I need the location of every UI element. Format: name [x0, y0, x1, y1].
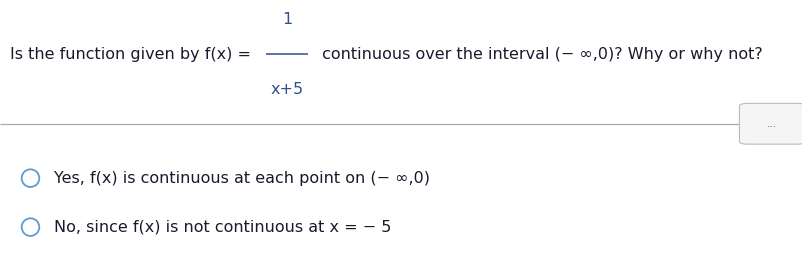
- Text: x+5: x+5: [270, 82, 304, 97]
- Text: Yes, f(x) is continuous at each point on (− ∞,0): Yes, f(x) is continuous at each point on…: [54, 171, 430, 186]
- Text: No, since f(x) is not continuous at x = − 5: No, since f(x) is not continuous at x = …: [54, 220, 391, 235]
- Text: ...: ...: [768, 119, 777, 129]
- Text: continuous over the interval (− ∞,0)? Why or why not?: continuous over the interval (− ∞,0)? Wh…: [318, 47, 763, 62]
- Text: Is the function given by f(x) =: Is the function given by f(x) =: [10, 47, 257, 62]
- Text: 1: 1: [282, 11, 292, 27]
- FancyBboxPatch shape: [739, 103, 802, 144]
